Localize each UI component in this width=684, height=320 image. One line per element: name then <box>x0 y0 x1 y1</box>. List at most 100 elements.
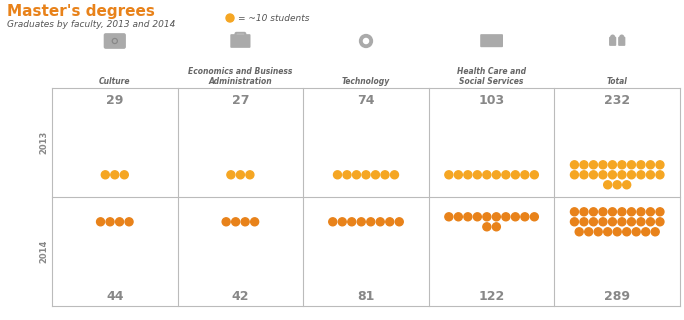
Circle shape <box>613 181 621 189</box>
FancyBboxPatch shape <box>618 37 625 46</box>
Circle shape <box>483 171 491 179</box>
Circle shape <box>637 208 645 216</box>
Circle shape <box>618 218 626 226</box>
Circle shape <box>618 171 626 179</box>
Circle shape <box>580 161 588 169</box>
Circle shape <box>575 228 583 236</box>
Circle shape <box>492 171 501 179</box>
Circle shape <box>96 218 105 226</box>
Circle shape <box>627 208 635 216</box>
Circle shape <box>590 161 597 169</box>
Text: Economics and Business
Administration: Economics and Business Administration <box>188 67 293 86</box>
Circle shape <box>386 218 394 226</box>
Circle shape <box>570 161 579 169</box>
Circle shape <box>646 171 655 179</box>
Circle shape <box>609 161 616 169</box>
Circle shape <box>570 208 579 216</box>
Circle shape <box>502 171 510 179</box>
Circle shape <box>646 218 655 226</box>
Circle shape <box>646 161 655 169</box>
Circle shape <box>464 171 472 179</box>
Circle shape <box>610 35 615 40</box>
Circle shape <box>609 208 616 216</box>
Circle shape <box>637 171 645 179</box>
Circle shape <box>590 208 597 216</box>
Circle shape <box>250 218 259 226</box>
Circle shape <box>618 208 626 216</box>
Circle shape <box>464 213 472 221</box>
Circle shape <box>391 171 399 179</box>
Circle shape <box>445 213 453 221</box>
Circle shape <box>656 171 664 179</box>
Circle shape <box>604 228 611 236</box>
Text: = ~10 students: = ~10 students <box>238 14 309 23</box>
Circle shape <box>599 171 607 179</box>
Circle shape <box>347 218 356 226</box>
Circle shape <box>367 218 375 226</box>
Circle shape <box>359 34 373 48</box>
Circle shape <box>521 213 529 221</box>
Circle shape <box>627 161 635 169</box>
Circle shape <box>627 171 635 179</box>
Circle shape <box>125 218 133 226</box>
Circle shape <box>111 37 119 45</box>
Circle shape <box>521 171 529 179</box>
Circle shape <box>530 213 538 221</box>
Text: 289: 289 <box>604 290 630 303</box>
Circle shape <box>334 171 341 179</box>
Circle shape <box>609 218 616 226</box>
Circle shape <box>590 171 597 179</box>
Circle shape <box>362 171 370 179</box>
Text: 42: 42 <box>232 290 249 303</box>
Circle shape <box>473 171 482 179</box>
Text: 122: 122 <box>479 290 505 303</box>
Circle shape <box>116 218 124 226</box>
Text: 44: 44 <box>106 290 124 303</box>
Circle shape <box>622 228 631 236</box>
Circle shape <box>357 218 365 226</box>
FancyBboxPatch shape <box>231 34 250 48</box>
Circle shape <box>343 171 351 179</box>
Circle shape <box>590 218 597 226</box>
Text: 29: 29 <box>106 94 124 107</box>
Circle shape <box>232 218 239 226</box>
Circle shape <box>580 218 588 226</box>
Circle shape <box>473 213 482 221</box>
Circle shape <box>599 218 607 226</box>
Circle shape <box>120 171 129 179</box>
Circle shape <box>445 171 453 179</box>
Circle shape <box>371 171 380 179</box>
Circle shape <box>226 14 234 22</box>
Circle shape <box>580 171 588 179</box>
Circle shape <box>339 218 346 226</box>
FancyBboxPatch shape <box>609 37 616 46</box>
Circle shape <box>580 208 588 216</box>
Circle shape <box>101 171 109 179</box>
Circle shape <box>227 171 235 179</box>
Text: Master's degrees: Master's degrees <box>7 4 155 19</box>
Text: Health Care and
Social Services: Health Care and Social Services <box>457 67 526 86</box>
Circle shape <box>246 171 254 179</box>
Text: 232: 232 <box>604 94 630 107</box>
Text: 74: 74 <box>357 94 375 107</box>
Circle shape <box>395 218 404 226</box>
Circle shape <box>618 161 626 169</box>
Circle shape <box>222 218 230 226</box>
Text: Graduates by faculty, 2013 and 2014: Graduates by faculty, 2013 and 2014 <box>7 20 175 29</box>
Circle shape <box>632 228 640 236</box>
Circle shape <box>637 161 645 169</box>
Circle shape <box>646 208 655 216</box>
Circle shape <box>609 171 616 179</box>
Circle shape <box>627 218 635 226</box>
Text: 103: 103 <box>479 94 505 107</box>
Circle shape <box>381 171 389 179</box>
Circle shape <box>599 208 607 216</box>
Circle shape <box>651 228 659 236</box>
Text: 2014: 2014 <box>39 239 48 263</box>
Circle shape <box>585 228 593 236</box>
FancyBboxPatch shape <box>104 33 126 49</box>
Circle shape <box>502 213 510 221</box>
Circle shape <box>604 181 611 189</box>
Circle shape <box>619 35 624 40</box>
FancyBboxPatch shape <box>480 34 503 47</box>
